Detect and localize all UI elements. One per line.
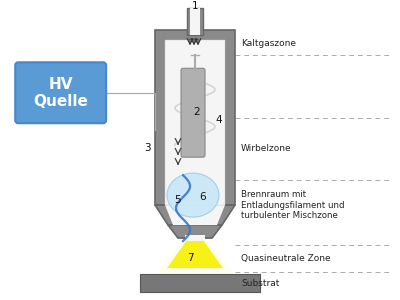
Text: 7: 7 <box>187 253 193 263</box>
Ellipse shape <box>167 173 219 217</box>
Text: Substrat: Substrat <box>241 278 279 287</box>
Text: 5: 5 <box>174 195 180 205</box>
Polygon shape <box>167 240 223 268</box>
Text: 3: 3 <box>144 143 150 153</box>
Text: 2: 2 <box>194 107 200 117</box>
FancyBboxPatch shape <box>155 30 235 205</box>
Polygon shape <box>155 205 235 225</box>
Bar <box>185 235 205 241</box>
Text: Wirbelzone: Wirbelzone <box>241 144 292 153</box>
Bar <box>140 274 260 292</box>
Text: Brennraum mit
Entladungsfilament und
turbulenter Mischzone: Brennraum mit Entladungsfilament und tur… <box>241 190 344 220</box>
Text: 4: 4 <box>216 115 222 125</box>
Bar <box>187 8 203 35</box>
Text: Kaltgaszone: Kaltgaszone <box>241 39 296 48</box>
Bar <box>190 8 200 35</box>
Polygon shape <box>168 225 222 238</box>
Polygon shape <box>165 205 225 225</box>
Polygon shape <box>157 240 233 273</box>
Text: Quasineutrale Zone: Quasineutrale Zone <box>241 254 330 262</box>
Text: 6: 6 <box>200 192 206 202</box>
FancyBboxPatch shape <box>165 40 225 205</box>
Text: HV
Quelle: HV Quelle <box>33 76 88 109</box>
FancyBboxPatch shape <box>181 68 205 157</box>
FancyBboxPatch shape <box>15 62 106 123</box>
Text: 1: 1 <box>192 2 198 11</box>
